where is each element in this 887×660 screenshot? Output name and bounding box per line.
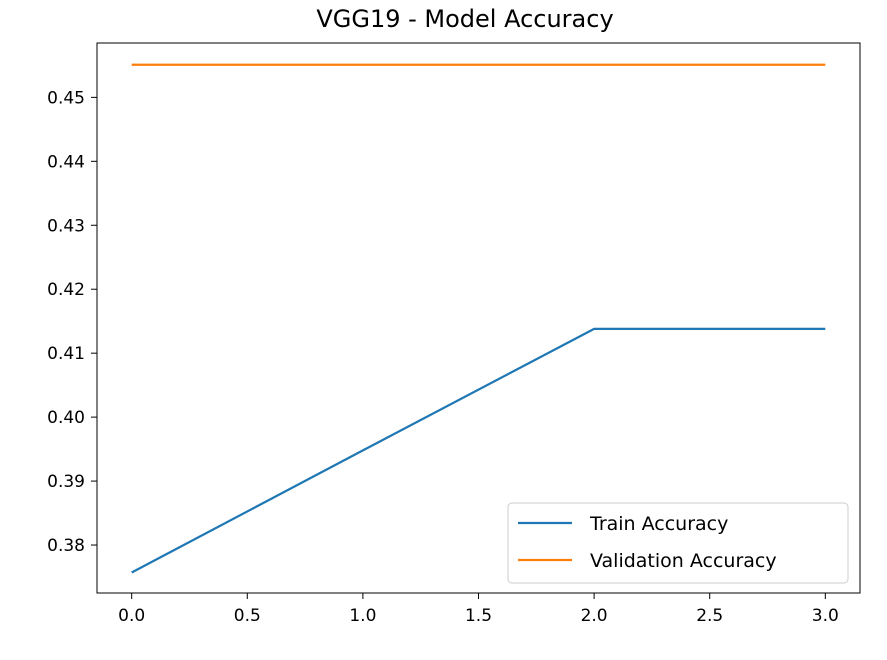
y-tick-label: 0.43 [47, 216, 85, 236]
legend: Train Accuracy Validation Accuracy [507, 502, 849, 584]
x-tick-label: 3.0 [812, 606, 839, 626]
y-tick-label: 0.41 [47, 344, 85, 364]
x-tick-label: 2.0 [581, 606, 608, 626]
x-tick-label: 0.5 [234, 606, 261, 626]
x-tick-label: 1.0 [349, 606, 376, 626]
series-line-train [131, 327, 826, 574]
x-tick-label: 2.5 [696, 606, 723, 626]
y-tick-label: 0.39 [47, 472, 85, 492]
legend-box [507, 502, 849, 584]
legend-label: Validation Accuracy [590, 550, 777, 572]
y-tick-label: 0.45 [47, 88, 85, 108]
legend-label: Train Accuracy [589, 513, 728, 535]
y-tick-label: 0.42 [47, 280, 85, 300]
plot-frame [96, 42, 861, 594]
y-tick-label: 0.44 [47, 152, 85, 172]
y-tick-label: 0.40 [47, 408, 85, 428]
chart-title: VGG19 - Model Accuracy [316, 5, 613, 33]
y-tick-label: 0.38 [47, 536, 85, 556]
chart-marks: 0.0 0.5 1.0 1.5 2.0 2.5 3.0 0.38 0.39 0.40 0.41 0.4… [47, 63, 839, 626]
x-tick-label: 0.0 [118, 606, 145, 626]
x-tick-label: 1.5 [465, 606, 492, 626]
